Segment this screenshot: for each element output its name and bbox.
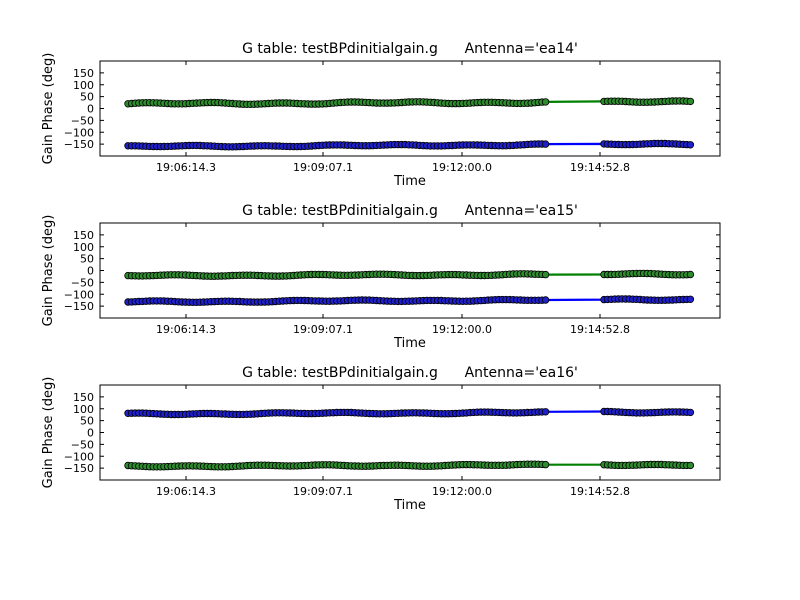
series-2: [124, 139, 695, 151]
data-point: [686, 97, 695, 106]
x-tick-label: 19:12:00.0: [432, 323, 492, 336]
y-axis-label: Gain Phase (deg): [41, 215, 56, 327]
x-tick-label: 19:09:07.1: [293, 323, 353, 336]
x-axis-label: Time: [393, 174, 426, 189]
x-tick-label: 19:09:07.1: [293, 161, 353, 174]
y-tick-label: 100: [73, 403, 94, 416]
chart-title: G table: testBPdinitialgain.g Antenna='e…: [242, 365, 578, 381]
x-tick-label: 19:14:52.8: [570, 161, 630, 174]
y-tick-label: −100: [64, 126, 94, 139]
y-tick-label: −50: [71, 276, 94, 289]
data-point: [541, 460, 550, 469]
y-tick-label: −150: [64, 462, 94, 475]
data-point: [541, 270, 550, 279]
data-point: [686, 141, 695, 149]
x-tick-label: 19:09:07.1: [293, 485, 353, 498]
x-tick-label: 19:14:52.8: [570, 323, 630, 336]
data-point: [541, 296, 550, 304]
series-2: [124, 460, 695, 471]
data-point: [686, 461, 695, 470]
series-2: [124, 295, 695, 306]
y-tick-label: −150: [64, 138, 94, 151]
y-tick-label: 50: [80, 253, 94, 266]
y-tick-label: 150: [73, 67, 94, 80]
y-tick-label: 50: [80, 415, 94, 428]
y-tick-label: −100: [64, 288, 94, 301]
y-tick-label: 100: [73, 241, 94, 254]
y-tick-label: 50: [80, 91, 94, 104]
data-point: [541, 408, 550, 416]
x-tick-label: 19:14:52.8: [570, 485, 630, 498]
y-tick-label: 0: [87, 265, 94, 278]
y-tick-label: 0: [87, 103, 94, 116]
data-point: [686, 270, 695, 279]
data-point: [686, 295, 695, 303]
x-axis-label: Time: [393, 498, 426, 513]
x-tick-label: 19:06:14.3: [156, 323, 216, 336]
chart-title: G table: testBPdinitialgain.g Antenna='e…: [242, 203, 578, 219]
y-tick-label: −50: [71, 114, 94, 127]
chart-title: G table: testBPdinitialgain.g Antenna='e…: [242, 41, 578, 57]
y-tick-label: −100: [64, 450, 94, 463]
y-axis-label: Gain Phase (deg): [41, 377, 56, 489]
x-tick-label: 19:06:14.3: [156, 485, 216, 498]
data-point: [541, 140, 550, 148]
series-1: [124, 407, 695, 419]
y-tick-label: −150: [64, 300, 94, 313]
x-tick-label: 19:12:00.0: [432, 485, 492, 498]
x-tick-label: 19:06:14.3: [156, 161, 216, 174]
y-tick-label: −50: [71, 438, 94, 451]
x-tick-label: 19:12:00.0: [432, 161, 492, 174]
y-tick-label: 150: [73, 229, 94, 242]
series-1: [124, 97, 695, 108]
data-point: [686, 408, 695, 417]
series-1: [124, 269, 695, 280]
x-axis-label: Time: [393, 336, 426, 351]
y-axis-label: Gain Phase (deg): [41, 53, 56, 165]
data-point: [541, 98, 550, 106]
y-tick-label: 150: [73, 391, 94, 404]
y-tick-label: 100: [73, 79, 94, 92]
y-tick-label: 0: [87, 427, 94, 440]
